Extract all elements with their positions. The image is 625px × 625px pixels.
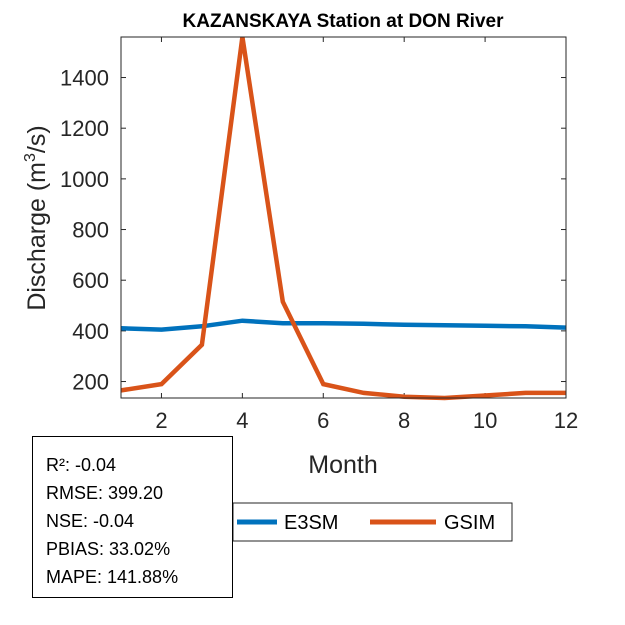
stat-pbias: PBIAS: 33.02% xyxy=(46,539,171,559)
x-tick-label: 8 xyxy=(398,408,410,433)
x-tick-label: 2 xyxy=(155,408,167,433)
y-tick-label: 600 xyxy=(72,268,109,293)
y-tick-label: 200 xyxy=(72,370,109,395)
y-axis-title-tail: /s) xyxy=(23,125,51,153)
plot-area xyxy=(120,36,567,399)
series-layer xyxy=(120,36,567,401)
y-axis-title-main: Discharge (m xyxy=(23,162,51,311)
y-tick-label: 1400 xyxy=(60,66,109,91)
chart-title: KAZANSKAYA Station at DON River xyxy=(183,11,505,32)
x-axis-title: Month xyxy=(308,451,377,479)
y-tick-label: 1000 xyxy=(60,167,109,192)
x-tick-label: 10 xyxy=(473,408,497,433)
y-tick-label: 800 xyxy=(72,218,109,243)
legend-label-gsim: GSIM xyxy=(444,512,495,534)
y-axis-title-sup: 3 xyxy=(22,153,39,162)
stat-nse: NSE: -0.04 xyxy=(46,511,135,531)
x-tick-label: 6 xyxy=(317,408,329,433)
stat-mape: MAPE: 141.88% xyxy=(46,567,179,587)
axis-ticks: 2 4 6 8 10 12 200 400 600 800 1000 1200 1400 xyxy=(60,37,578,433)
x-tick-label: 4 xyxy=(236,408,248,433)
stat-rmse: RMSE: 399.20 xyxy=(46,483,164,503)
y-axis-title: Discharge (m3/s) xyxy=(22,125,51,310)
series-line-gsim xyxy=(120,36,566,401)
stat-r2: R²: -0.04 xyxy=(46,455,117,475)
legend-label-e3sm: E3SM xyxy=(284,512,338,534)
y-tick-label: 400 xyxy=(72,319,109,344)
series-line-e3sm xyxy=(120,318,567,332)
legend: E3SM GSIM xyxy=(232,502,513,542)
y-tick-label: 1200 xyxy=(60,116,109,141)
x-tick-label: 12 xyxy=(554,408,578,433)
plot-frame xyxy=(120,36,567,399)
stats-box: R²: -0.04 RMSE: 399.20 NSE: -0.04 PBIAS:… xyxy=(32,436,233,598)
